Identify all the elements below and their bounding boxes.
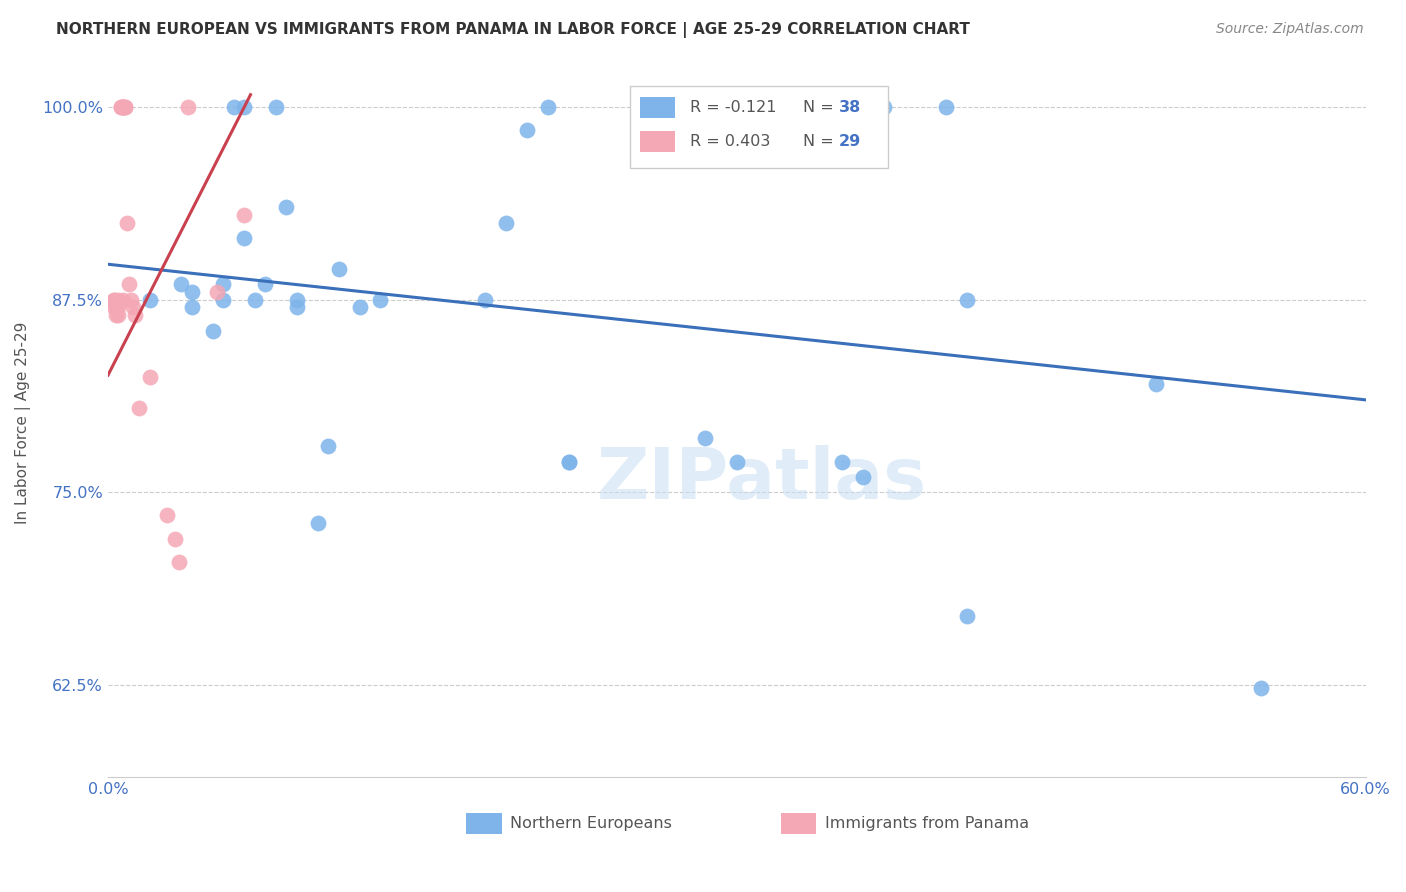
Point	[167, 555, 190, 569]
Point	[111, 100, 134, 114]
Point	[474, 293, 496, 307]
Point	[831, 454, 853, 468]
Point	[139, 369, 162, 384]
Point	[328, 261, 350, 276]
Text: Immigrants from Panama: Immigrants from Panama	[825, 816, 1029, 831]
Point	[124, 308, 146, 322]
Point	[558, 454, 581, 468]
Point	[176, 100, 198, 114]
Point	[111, 100, 134, 114]
Point	[222, 100, 245, 114]
FancyBboxPatch shape	[640, 131, 675, 153]
Point	[233, 100, 256, 114]
Text: N =: N =	[803, 134, 839, 149]
Point	[935, 100, 957, 114]
Text: N =: N =	[803, 100, 839, 115]
Point	[120, 293, 142, 307]
Point	[103, 293, 125, 307]
Point	[276, 200, 298, 214]
Point	[105, 301, 128, 315]
Point	[212, 277, 235, 292]
Text: R = 0.403: R = 0.403	[690, 134, 770, 149]
Point	[105, 308, 128, 322]
Point	[516, 123, 538, 137]
Point	[872, 100, 894, 114]
Text: Source: ZipAtlas.com: Source: ZipAtlas.com	[1216, 22, 1364, 37]
Point	[111, 100, 134, 114]
Point	[851, 470, 873, 484]
Point	[558, 454, 581, 468]
Point	[307, 516, 329, 531]
Point	[349, 301, 371, 315]
Point	[118, 277, 141, 292]
Point	[254, 277, 277, 292]
Point	[156, 508, 179, 523]
Point	[1144, 377, 1167, 392]
Point	[370, 293, 392, 307]
Point	[122, 301, 145, 315]
Point	[110, 100, 132, 114]
Point	[170, 277, 193, 292]
Point	[103, 301, 125, 315]
Point	[165, 532, 187, 546]
Text: NORTHERN EUROPEAN VS IMMIGRANTS FROM PANAMA IN LABOR FORCE | AGE 25-29 CORRELATI: NORTHERN EUROPEAN VS IMMIGRANTS FROM PAN…	[56, 22, 970, 38]
Point	[285, 301, 308, 315]
Point	[180, 301, 202, 315]
Point	[115, 216, 138, 230]
Point	[114, 100, 136, 114]
Point	[725, 454, 748, 468]
FancyBboxPatch shape	[630, 87, 887, 168]
Point	[114, 100, 136, 114]
Text: ZIPatlas: ZIPatlas	[598, 445, 927, 514]
Point	[128, 401, 150, 415]
Point	[110, 100, 132, 114]
Point	[139, 293, 162, 307]
Point	[956, 293, 979, 307]
FancyBboxPatch shape	[780, 813, 815, 834]
Point	[107, 293, 129, 307]
Point	[1250, 681, 1272, 695]
Y-axis label: In Labor Force | Age 25-29: In Labor Force | Age 25-29	[15, 322, 31, 524]
Point	[695, 431, 717, 445]
Text: R = -0.121: R = -0.121	[690, 100, 776, 115]
Point	[205, 285, 228, 299]
Point	[233, 208, 256, 222]
Point	[662, 100, 685, 114]
Point	[212, 293, 235, 307]
Point	[107, 308, 129, 322]
Text: Northern Europeans: Northern Europeans	[510, 816, 672, 831]
Text: 38: 38	[838, 100, 860, 115]
Text: 29: 29	[838, 134, 860, 149]
Point	[243, 293, 266, 307]
Point	[537, 100, 560, 114]
Point	[495, 216, 517, 230]
Point	[103, 293, 125, 307]
Point	[107, 301, 129, 315]
Point	[111, 293, 134, 307]
Point	[316, 439, 339, 453]
Point	[201, 324, 224, 338]
Point	[233, 231, 256, 245]
Point	[180, 285, 202, 299]
Point	[956, 608, 979, 623]
Point	[264, 100, 287, 114]
FancyBboxPatch shape	[640, 97, 675, 118]
Point	[285, 293, 308, 307]
FancyBboxPatch shape	[467, 813, 502, 834]
